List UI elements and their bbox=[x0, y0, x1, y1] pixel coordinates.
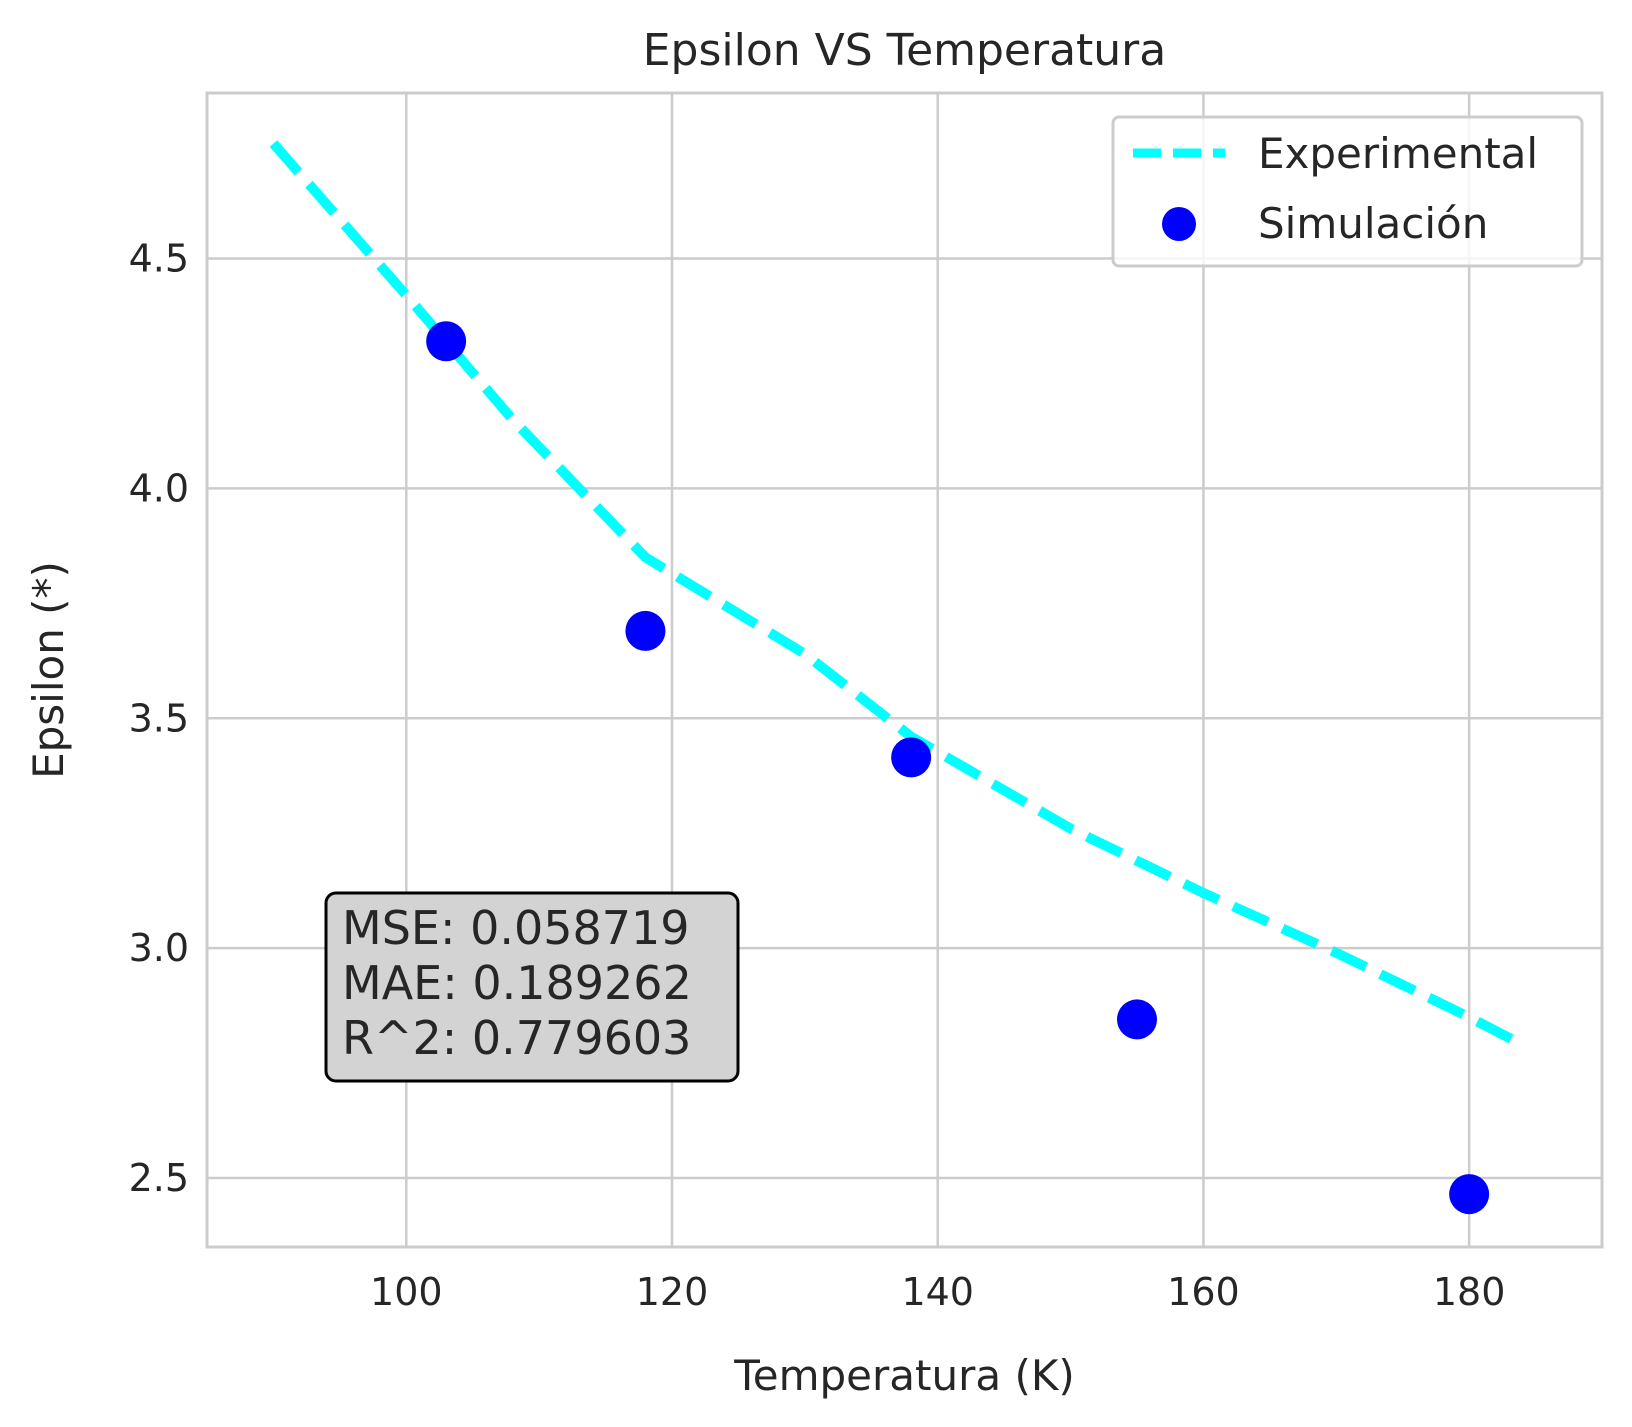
x-tick-label: 140 bbox=[901, 1270, 974, 1314]
legend-label-experimental: Experimental bbox=[1258, 129, 1538, 178]
metric-mse: MSE: 0.058719 bbox=[342, 901, 690, 955]
chart-title: Epsilon VS Temperatura bbox=[643, 25, 1167, 76]
x-axis-label: Temperatura (K) bbox=[733, 1351, 1075, 1400]
legend-box bbox=[1111, 115, 1584, 268]
y-axis-ticks: 2.5 3.0 3.5 4.0 4.5 bbox=[129, 237, 189, 1201]
y-tick-label: 4.5 bbox=[129, 237, 189, 281]
simulacion-point bbox=[625, 610, 666, 651]
x-tick-label: 120 bbox=[636, 1270, 709, 1314]
simulacion-point bbox=[1117, 999, 1157, 1040]
y-tick-label: 2.5 bbox=[129, 1156, 189, 1200]
legend-marker-simulacion bbox=[1162, 207, 1196, 241]
metric-r2: R^2: 0.779603 bbox=[342, 1011, 691, 1065]
axes-frame bbox=[205, 91, 1604, 1249]
simulacion-point bbox=[891, 737, 932, 778]
x-tick-label: 160 bbox=[1167, 1270, 1240, 1314]
metrics-box bbox=[324, 891, 740, 1083]
x-tick-label: 100 bbox=[370, 1270, 443, 1314]
simulacion-point bbox=[426, 321, 467, 362]
simulacion-point bbox=[1449, 1174, 1490, 1215]
x-tick-label: 180 bbox=[1433, 1270, 1506, 1314]
y-axis-label: Epsilon (*) bbox=[24, 561, 73, 779]
legend-label-simulacion: Simulación bbox=[1258, 199, 1488, 248]
plot-series bbox=[269, 140, 1525, 1215]
metric-mae: MAE: 0.189262 bbox=[342, 956, 692, 1010]
experimental-line bbox=[269, 140, 1525, 1050]
metrics-annotation: MSE: 0.058719 MAE: 0.189262 R^2: 0.77960… bbox=[324, 891, 740, 1083]
y-tick-label: 4.0 bbox=[129, 466, 189, 510]
y-tick-label: 3.5 bbox=[129, 696, 189, 740]
legend: Experimental Simulación bbox=[1111, 115, 1584, 268]
y-tick-label: 3.0 bbox=[129, 926, 189, 970]
x-axis-ticks: 100 120 140 160 180 bbox=[370, 1270, 1505, 1314]
